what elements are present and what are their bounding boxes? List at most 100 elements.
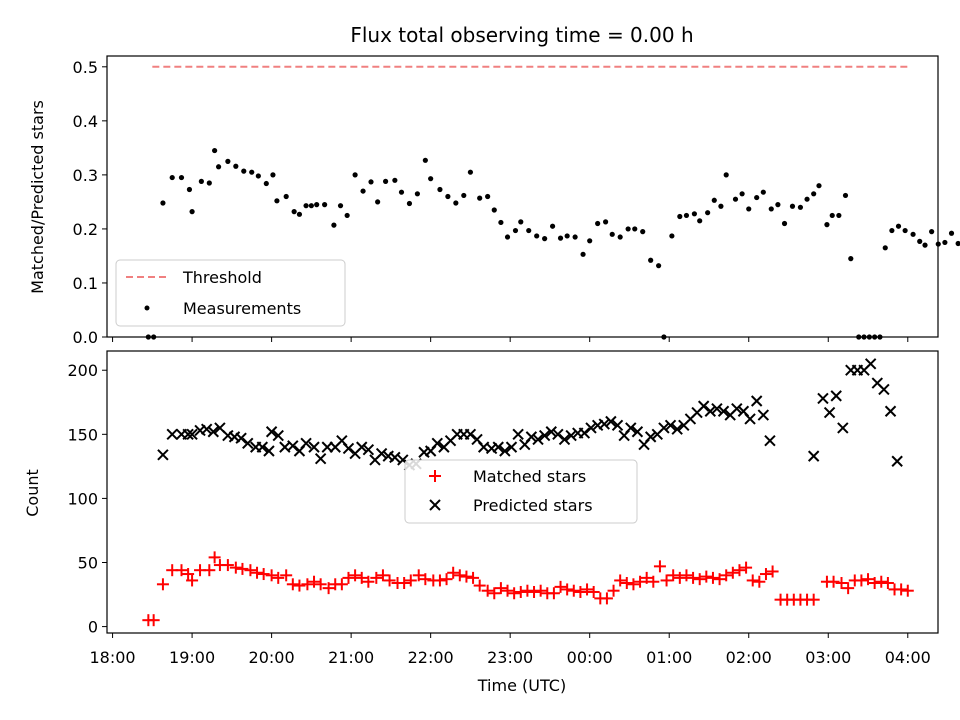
predicted-star-point — [611, 419, 624, 432]
predicted-star-stroke-b — [744, 413, 756, 425]
top-y-tick-label: 0.3 — [73, 166, 98, 185]
legend-matched-swatch — [429, 470, 441, 482]
predicted-star-point — [207, 426, 220, 438]
matched-star-point — [293, 579, 306, 592]
measurement-point — [661, 334, 667, 340]
matched-star-point — [322, 582, 335, 595]
predicted-star-stroke-b — [157, 449, 169, 461]
predicted-star-stroke-b — [342, 442, 355, 455]
predicted-star-stroke-b — [644, 431, 657, 443]
matched-star-point — [547, 587, 560, 600]
predicted-star-point — [186, 428, 198, 441]
measurement-point — [549, 223, 556, 229]
matched-star-point — [398, 577, 411, 590]
measurement-point — [337, 203, 344, 209]
matched-star-point — [607, 584, 620, 597]
predicted-star-stroke-b — [492, 441, 504, 453]
predicted-star-stroke-b — [565, 429, 577, 442]
matched-star-point — [614, 574, 627, 587]
predicted-star-point — [671, 423, 683, 435]
measurement-point — [255, 173, 261, 179]
measurement-point — [955, 240, 960, 247]
predicted-star-point — [499, 445, 511, 457]
matched-star-point — [713, 573, 726, 586]
predicted-star-stroke-b — [884, 405, 897, 417]
measurement-point — [283, 193, 289, 200]
top-y-tick-label: 0.1 — [73, 274, 98, 293]
predicted-star-point — [891, 455, 903, 467]
measurement-point — [477, 195, 483, 201]
measurement-point — [291, 209, 297, 215]
measurement-point — [691, 211, 697, 217]
measurement-point — [212, 147, 218, 154]
predicted-star-stroke-b — [538, 429, 551, 442]
measurement-point — [437, 186, 443, 193]
measurement-point — [804, 196, 810, 202]
x-tick-label: 20:00 — [249, 648, 295, 667]
measurement-point — [935, 241, 941, 247]
measurement-point — [789, 203, 796, 209]
predicted-star-point — [578, 427, 591, 439]
matched-star-point — [567, 584, 580, 597]
measurement-point — [877, 334, 883, 340]
matched-star-point — [554, 580, 567, 593]
matched-star-point — [521, 584, 534, 597]
measurement-point — [249, 169, 255, 175]
bottom-y-tick-label: 100 — [67, 489, 98, 508]
predicted-star-point — [200, 423, 213, 435]
measurement-point — [902, 227, 908, 234]
measurement-point — [160, 200, 166, 206]
bottom-y-axis-label: Count — [23, 469, 42, 517]
measurement-point — [206, 180, 212, 186]
measurement-point — [303, 203, 309, 209]
predicted-star-point — [356, 441, 368, 453]
predicted-star-point — [272, 429, 284, 442]
matched-star-point — [203, 564, 216, 577]
matched-star-point — [147, 614, 160, 627]
matched-star-point — [342, 571, 355, 584]
predicted-star-point — [744, 413, 756, 425]
measurement-point — [625, 226, 631, 232]
matched-star-point — [404, 574, 417, 587]
matched-star-point — [460, 570, 473, 583]
measurement-point — [344, 212, 350, 219]
matched-star-point — [433, 574, 446, 587]
predicted-star-stroke-b — [585, 422, 597, 434]
predicted-star-point — [764, 435, 776, 447]
measurement-point — [445, 193, 451, 200]
predicted-star-point — [362, 443, 375, 456]
predicted-star-point — [598, 418, 610, 430]
matched-star-point — [700, 570, 713, 583]
matched-star-point — [766, 565, 779, 578]
predicted-star-stroke-b — [671, 423, 683, 435]
predicted-star-stroke-b — [664, 419, 677, 432]
predicted-star-stroke-b — [207, 426, 220, 438]
matched-star-point — [647, 575, 660, 588]
matched-star-point — [156, 578, 169, 591]
matched-star-point — [759, 568, 772, 581]
matched-star-point — [383, 574, 396, 587]
chart-title: Flux total observing time = 0.00 h — [350, 23, 693, 47]
measurement-point — [241, 168, 247, 174]
top-y-axis-label: Matched/Predicted stars — [28, 100, 47, 294]
top-x-ticks — [112, 337, 909, 342]
predicted-star-stroke-b — [314, 452, 327, 465]
predicted-star-point — [704, 405, 717, 417]
measurement-point — [534, 233, 540, 239]
predicted-star-stroke-b — [279, 441, 291, 453]
measurement-point — [198, 178, 204, 184]
measurement-point — [746, 206, 752, 212]
predicted-star-point — [837, 422, 849, 434]
measurement-point — [428, 176, 434, 182]
measurement-point — [872, 334, 878, 340]
matched-star-point — [335, 578, 348, 591]
predicted-star-stroke-b — [605, 415, 617, 428]
measurement-point — [461, 192, 467, 199]
measurement-point — [882, 245, 888, 251]
matched-star-point — [835, 577, 848, 590]
predicted-star-point — [658, 422, 670, 434]
predicted-star-stroke-b — [356, 441, 368, 453]
measurement-point — [754, 194, 760, 201]
measurement-point — [453, 200, 459, 206]
predicted-star-stroke-b — [864, 358, 877, 370]
